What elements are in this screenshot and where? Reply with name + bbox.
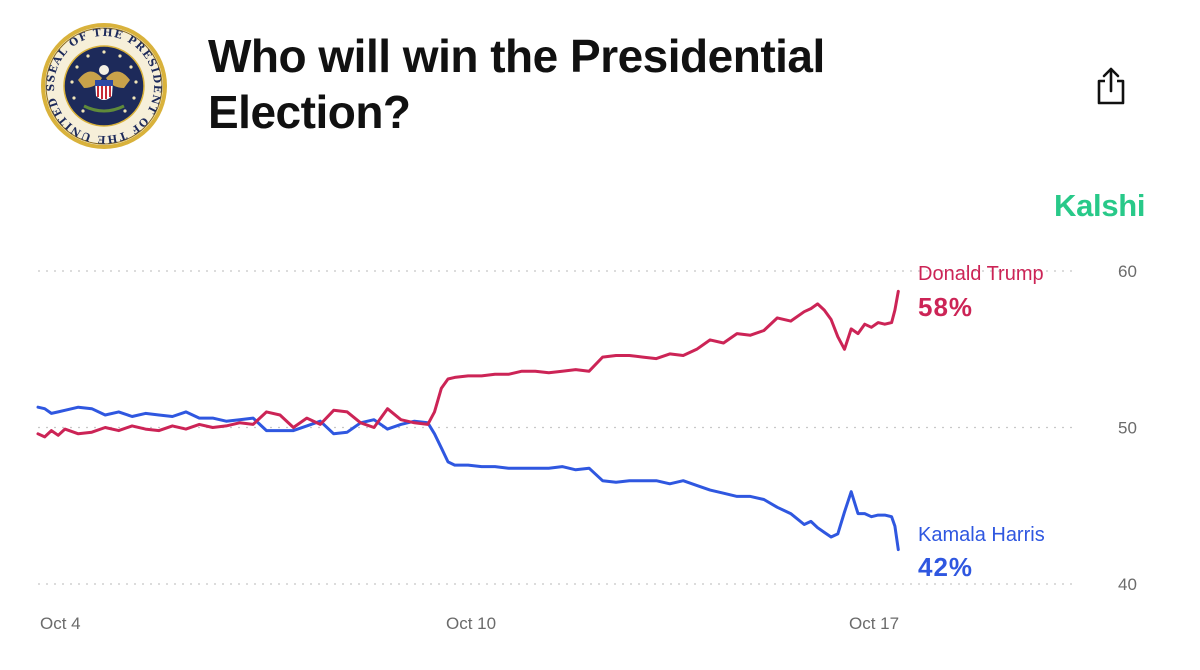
presidential-seal-image: SEAL OF THE PRESIDENT OF THE UNITED STAT…: [40, 22, 167, 149]
series-line-donald-trump[interactable]: [36, 289, 900, 439]
series-value-donald-trump: 58%: [918, 292, 973, 322]
series-label-donald-trump: Donald Trump: [918, 263, 1044, 285]
x-axis: Oct 4 Oct 10 Oct 17: [40, 614, 899, 633]
y-axis: 60 50 40: [1118, 262, 1137, 594]
x-tick-label: Oct 4: [40, 614, 81, 633]
y-tick-label: 40: [1118, 575, 1137, 594]
share-icon[interactable]: [1094, 66, 1128, 106]
series-line-kamala-harris[interactable]: [36, 405, 900, 552]
page-title: Who will win the Presidential Election?: [208, 30, 825, 138]
series-value-kamala-harris: 42%: [918, 552, 973, 582]
x-tick-label: Oct 10: [446, 614, 496, 633]
kalshi-brand-logo[interactable]: Kalshi: [1054, 188, 1146, 223]
chart-series: [36, 289, 900, 552]
series-labels: Donald Trump 58% Kamala Harris 42%: [918, 263, 1045, 582]
series-label-kamala-harris: Kamala Harris: [918, 524, 1045, 546]
y-tick-label: 50: [1118, 419, 1137, 438]
x-tick-label: Oct 17: [849, 614, 899, 633]
y-tick-label: 60: [1118, 262, 1137, 281]
